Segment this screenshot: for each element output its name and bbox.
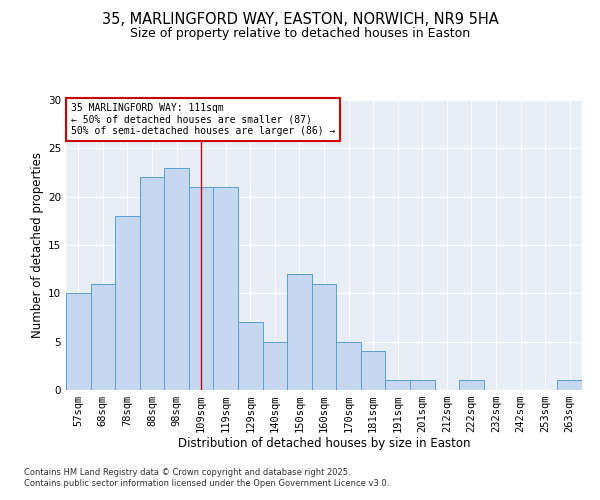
X-axis label: Distribution of detached houses by size in Easton: Distribution of detached houses by size … xyxy=(178,436,470,450)
Bar xyxy=(189,187,214,390)
Bar xyxy=(312,284,336,390)
Bar xyxy=(336,342,361,390)
Bar xyxy=(115,216,140,390)
Bar xyxy=(410,380,434,390)
Text: 35, MARLINGFORD WAY, EASTON, NORWICH, NR9 5HA: 35, MARLINGFORD WAY, EASTON, NORWICH, NR… xyxy=(101,12,499,28)
Bar xyxy=(140,178,164,390)
Bar xyxy=(385,380,410,390)
Bar xyxy=(91,284,115,390)
Bar xyxy=(557,380,582,390)
Bar xyxy=(459,380,484,390)
Bar xyxy=(361,352,385,390)
Bar xyxy=(238,322,263,390)
Bar xyxy=(287,274,312,390)
Text: 35 MARLINGFORD WAY: 111sqm
← 50% of detached houses are smaller (87)
50% of semi: 35 MARLINGFORD WAY: 111sqm ← 50% of deta… xyxy=(71,103,335,136)
Text: Contains HM Land Registry data © Crown copyright and database right 2025.
Contai: Contains HM Land Registry data © Crown c… xyxy=(24,468,389,487)
Bar xyxy=(66,294,91,390)
Bar xyxy=(214,187,238,390)
Bar xyxy=(164,168,189,390)
Text: Size of property relative to detached houses in Easton: Size of property relative to detached ho… xyxy=(130,28,470,40)
Y-axis label: Number of detached properties: Number of detached properties xyxy=(31,152,44,338)
Bar xyxy=(263,342,287,390)
